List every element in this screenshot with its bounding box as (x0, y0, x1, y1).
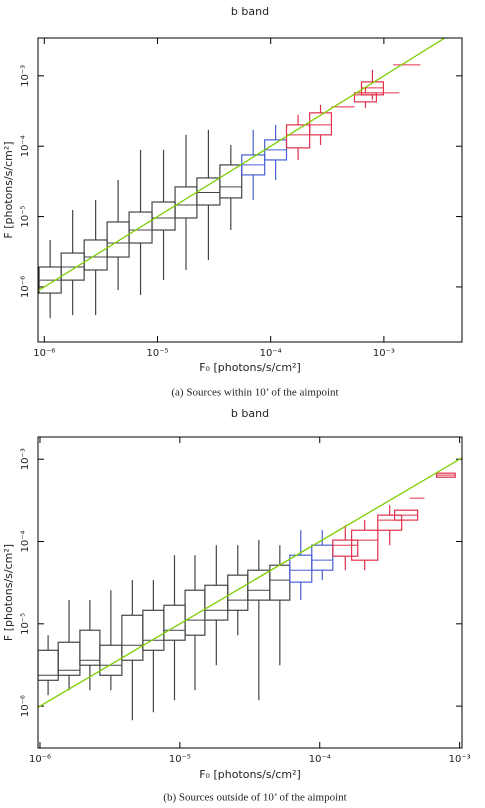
reference-line (38, 457, 462, 708)
y-axis-label: F [photons/s/cm²] (2, 141, 15, 238)
box (351, 529, 379, 561)
box (184, 589, 206, 636)
box (289, 554, 313, 583)
y-tick-label: 10⁻⁴ (20, 135, 31, 157)
x-tick-label: 10⁻⁶ (29, 754, 51, 765)
x-tick-label: 10⁻⁴ (309, 754, 331, 765)
box (196, 177, 221, 206)
x-tick-label: 10⁻⁵ (146, 348, 168, 359)
y-tick-label: 10⁻⁶ (20, 695, 31, 717)
plot-frame (37, 37, 463, 343)
plot-frame (37, 436, 463, 749)
box (311, 544, 334, 571)
box (247, 569, 271, 601)
plot-area (38, 457, 462, 721)
box (269, 564, 291, 601)
box (174, 186, 198, 219)
y-tick-label: 10⁻⁵ (20, 613, 31, 635)
plot-area (38, 38, 446, 319)
y-tick-label: 10⁻⁶ (20, 276, 31, 298)
reference-line (38, 38, 446, 292)
box (106, 221, 130, 258)
y-tick-label: 10⁻³ (20, 448, 31, 470)
y-axis-label: F [photons/s/cm²] (2, 544, 15, 641)
caption: (b) Sources outside of 10’ of the aimpoi… (163, 792, 346, 804)
x-axis-label: F₀ [photons/s/cm²] (199, 361, 301, 374)
x-tick-label: 10⁻⁵ (169, 754, 191, 765)
x-tick-label: 10⁻³ (449, 754, 471, 765)
chart-title: b band (231, 407, 269, 420)
box (309, 112, 333, 136)
x-tick-label: 10⁻³ (373, 348, 395, 359)
box (377, 514, 403, 531)
box (360, 81, 385, 96)
x-tick-label: 10⁻⁴ (260, 348, 282, 359)
chart-title: b band (231, 5, 269, 18)
box (332, 539, 359, 557)
box (151, 201, 176, 231)
box (353, 92, 378, 103)
x-axis-label: F₀ [photons/s/cm²] (199, 768, 301, 781)
box (285, 124, 311, 149)
y-tick-label: 10⁻⁴ (20, 530, 31, 552)
y-tick-label: 10⁻³ (20, 65, 31, 87)
x-tick-label: 10⁻⁶ (33, 348, 55, 359)
box (38, 649, 59, 681)
y-tick-label: 10⁻⁵ (20, 206, 31, 228)
box (219, 164, 243, 199)
box (121, 614, 144, 661)
box (227, 574, 249, 611)
caption: (a) Sources within 10’ of the aimpoint (171, 387, 338, 399)
